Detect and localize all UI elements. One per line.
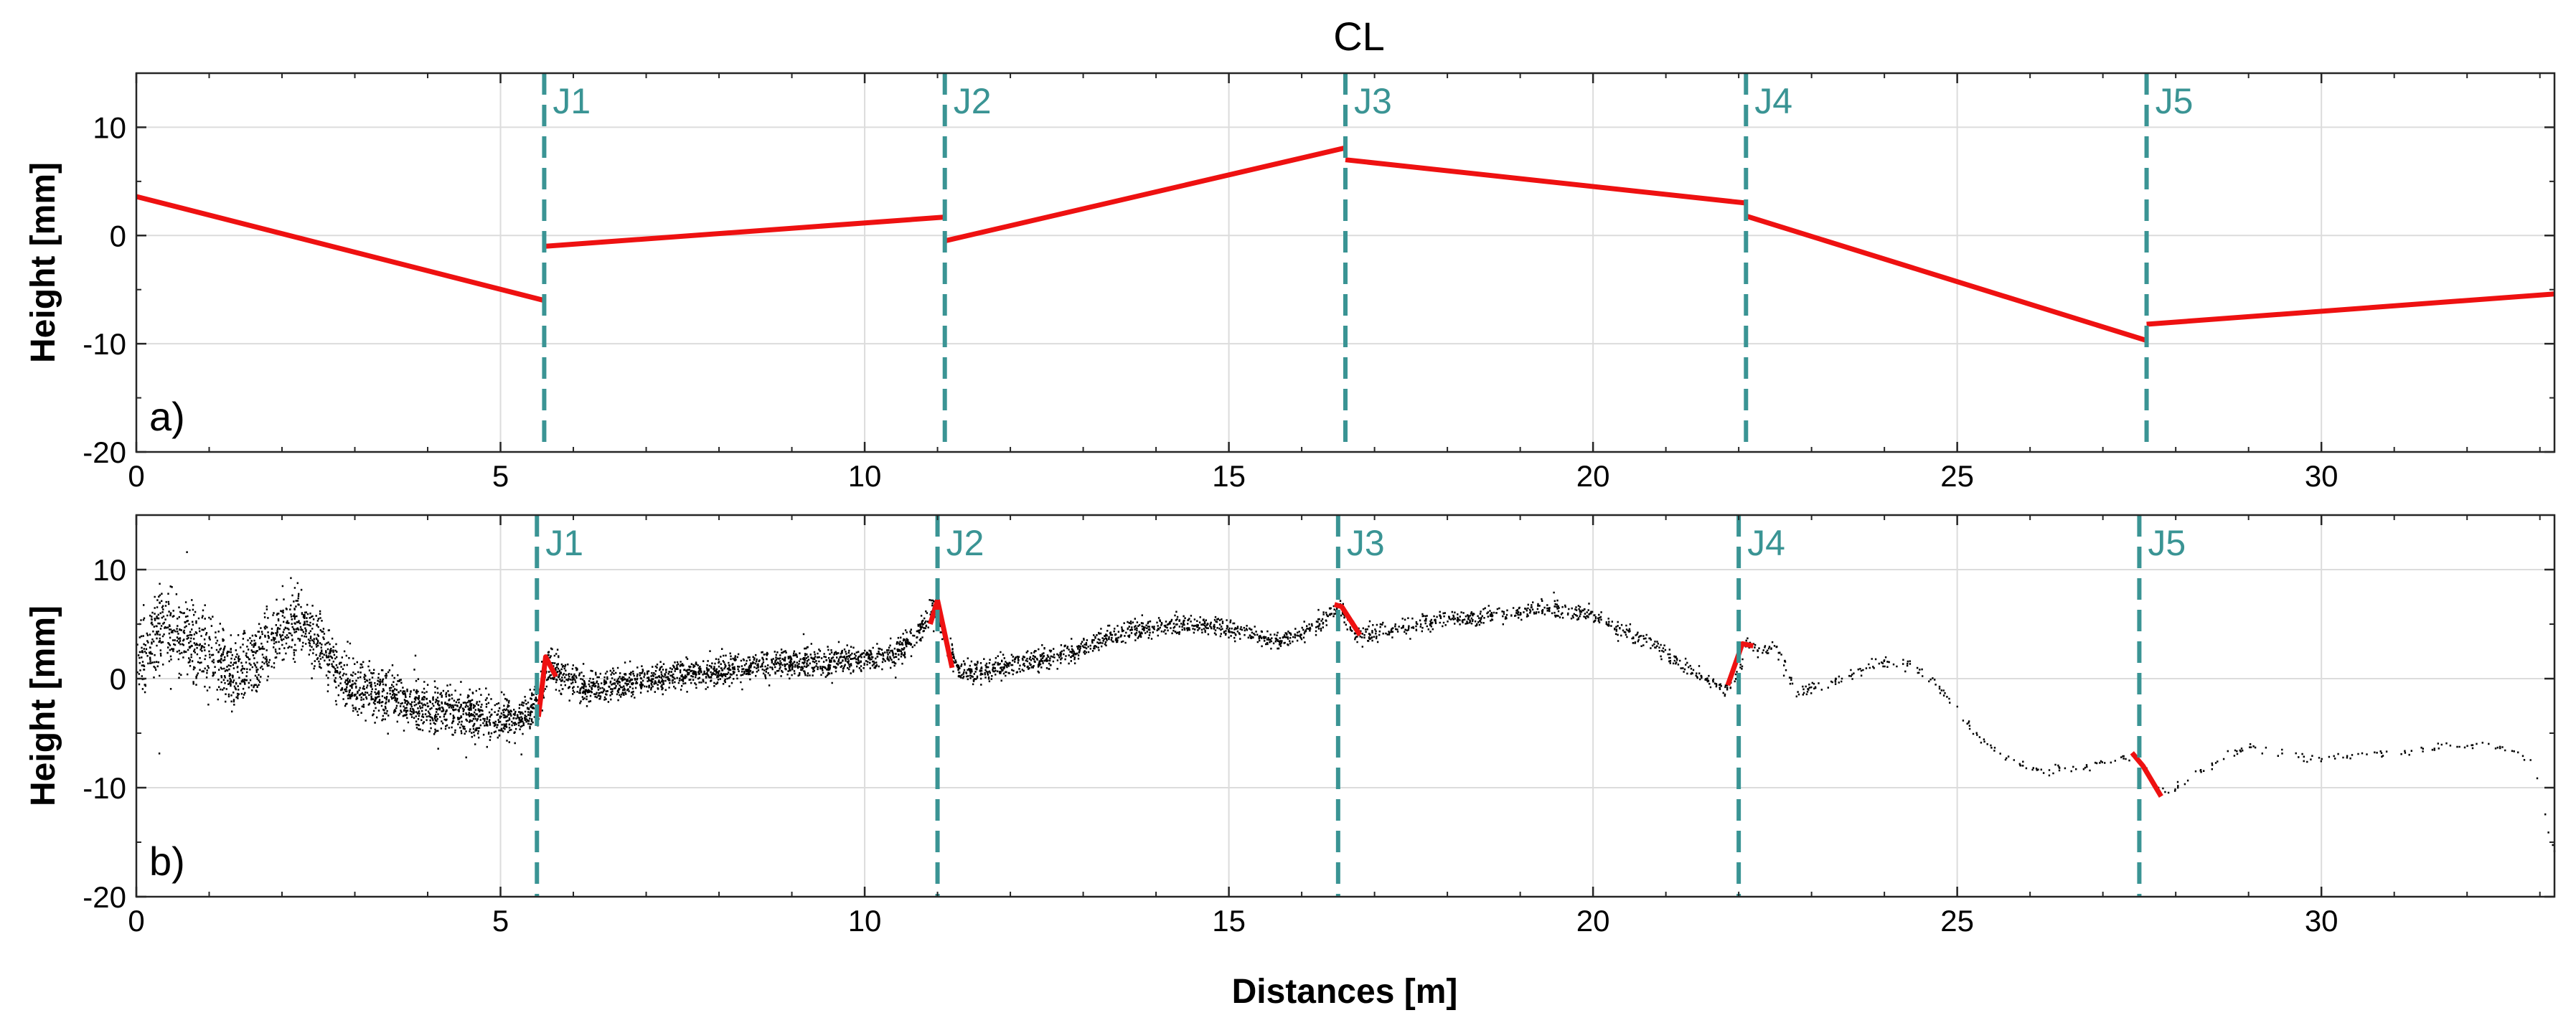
height-fit-segment	[1345, 157, 1747, 206]
joint-fit-segment	[1333, 602, 1363, 637]
x-tick-label: 0	[128, 904, 144, 938]
axes-frame	[135, 72, 2556, 453]
height-fit-segment	[2146, 291, 2555, 327]
panel-b-height-scatter: J1 J2 J3 J4 J5 0 5 10 15 20 25 30 -20 -10 0 10 Height [m…	[24, 514, 2556, 938]
x-tick-label: 25	[1940, 904, 1974, 938]
y-tick-label: 0	[110, 662, 126, 696]
joint-fit-segment	[1725, 641, 1754, 687]
joint-label: J1	[553, 81, 591, 121]
joint-label: J4	[1747, 523, 1785, 563]
y-tick-label: -20	[83, 435, 126, 469]
x-tick-label: 15	[1212, 459, 1246, 493]
x-tick-label: 10	[848, 459, 882, 493]
joint-label: J1	[545, 523, 583, 563]
x-tick-label: 10	[848, 904, 882, 938]
joint-label: J5	[2156, 81, 2194, 121]
x-tick-label: 20	[1576, 459, 1610, 493]
joint-label: J3	[1347, 523, 1385, 563]
joint-fit-segment	[2130, 751, 2163, 798]
panel-label: b)	[149, 839, 185, 884]
y-tick-label: -20	[83, 880, 126, 914]
x-tick-label: 30	[2305, 904, 2338, 938]
joint-fit-segment	[928, 598, 955, 669]
y-tick-label: 10	[93, 110, 126, 144]
height-fit-segment	[136, 194, 545, 303]
y-tick-label: -10	[83, 327, 126, 361]
scatter-points	[136, 551, 2556, 852]
axes-frame	[135, 514, 2556, 898]
x-tick-label: 25	[1940, 459, 1974, 493]
height-fit-segment	[544, 214, 945, 249]
chart-title: CL	[1333, 14, 1385, 59]
joint-label: J5	[2148, 523, 2186, 563]
joint-label: J2	[946, 523, 984, 563]
joint-label: J2	[954, 81, 992, 121]
x-tick-label: 5	[492, 459, 509, 493]
x-tick-label: 30	[2305, 459, 2338, 493]
x-axis-label: Distances [m]	[1232, 973, 1458, 1011]
panel-a-height-fit: J1 J2 J3 J4 J5 0 5 10 15 20 25 30 -20 -10 0 10 Height [m…	[24, 72, 2556, 493]
panel-label: a)	[149, 394, 185, 439]
x-tick-label: 5	[492, 904, 509, 938]
height-fit-segment	[1745, 213, 2148, 343]
y-tick-label: -10	[83, 771, 126, 805]
height-fit-segment	[944, 145, 1346, 244]
x-tick-label: 20	[1576, 904, 1610, 938]
x-tick-label: 15	[1212, 904, 1246, 938]
y-tick-label: 0	[110, 219, 126, 253]
x-tick-label: 0	[128, 459, 144, 493]
joint-fit-segment	[535, 654, 558, 717]
y-axis-label: Height [mm]	[24, 605, 62, 806]
joint-label: J3	[1354, 81, 1392, 121]
y-tick-label: 10	[93, 553, 126, 587]
y-axis-label: Height [mm]	[24, 162, 62, 363]
joint-label: J4	[1754, 81, 1792, 121]
